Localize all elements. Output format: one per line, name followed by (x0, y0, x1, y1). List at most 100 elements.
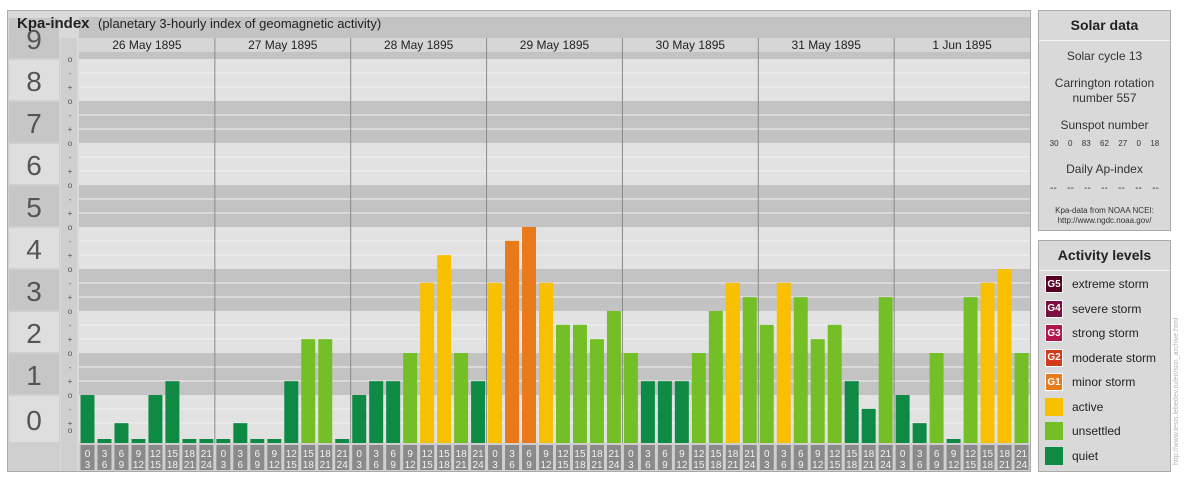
kp-bar (742, 297, 757, 443)
hour-start-label: 9 (543, 449, 549, 460)
hour-end-label: 9 (798, 460, 804, 471)
solar-data-title: Solar data (1039, 11, 1170, 41)
sunspot-values: 30 0 83 62 27 0 18 (1039, 139, 1170, 148)
ap-index-value: -- (1135, 183, 1142, 194)
hour-start-label: 3 (102, 449, 108, 460)
y-minor-tick-label: - (69, 321, 72, 330)
kp-bar (80, 395, 95, 443)
hour-cell (556, 445, 570, 470)
day-label: 30 May 1895 (656, 38, 726, 52)
hour-end-label: 18 (574, 460, 586, 471)
y-minor-tick-label: o (68, 181, 73, 190)
hour-cell (131, 445, 146, 470)
hour-end-label: 18 (710, 460, 722, 471)
hour-start-label: 9 (407, 449, 413, 460)
kp-bar (556, 324, 570, 443)
activity-level-swatch: G3 (1045, 324, 1063, 342)
hour-end-label: 21 (727, 460, 739, 471)
hour-cell (708, 445, 723, 470)
kp-bar (403, 353, 418, 443)
hour-start-label: 3 (645, 449, 651, 460)
kpa-chart: 0123456789o+-o+-o+-o+-o+-o+-o+-o+-o+-o26… (8, 17, 1030, 471)
hour-end-label: 9 (526, 460, 532, 471)
ap-index-values: -- -- -- -- -- -- -- (1039, 183, 1170, 194)
kp-bar (878, 297, 893, 443)
hour-start-label: 12 (693, 449, 705, 460)
hour-end-label: 12 (269, 460, 281, 471)
solar-cycle: Solar cycle 13 (1066, 49, 1143, 63)
hour-end-label: 21 (863, 460, 875, 471)
hour-cell (454, 445, 469, 470)
y-tick-label: 1 (26, 360, 42, 391)
activity-level-label: strong storm (1072, 326, 1139, 340)
hour-end-label: 15 (150, 460, 162, 471)
hour-start-label: 18 (456, 449, 468, 460)
hour-end-label: 24 (473, 460, 485, 471)
hour-cell (929, 445, 944, 470)
kp-bar (759, 324, 774, 443)
kp-bar (131, 439, 146, 443)
hour-start-label: 6 (119, 449, 125, 460)
hour-cell (522, 445, 537, 470)
hour-start-label: 3 (509, 449, 515, 460)
hour-start-label: 18 (184, 449, 196, 460)
y-tick-label: 7 (26, 108, 42, 139)
y-label-band (9, 396, 59, 442)
ap-index-label: Daily Ap-index (1066, 162, 1143, 176)
hour-cell (471, 445, 486, 470)
hour-cell (895, 445, 910, 470)
sunspot-value: 0 (1067, 139, 1073, 148)
activity-levels-panel: Activity levels G5 extreme storm G4 severe … (1038, 240, 1171, 472)
activity-level-label: unsettled (1072, 424, 1121, 438)
hour-cell (725, 445, 740, 470)
kp-band (79, 311, 1030, 353)
activity-level-swatch: G4 (1045, 299, 1063, 318)
activity-level-item: G1 minor storm (1045, 372, 1135, 392)
hour-start-label: 15 (846, 449, 858, 460)
hour-start-label: 15 (167, 449, 179, 460)
kp-bar (861, 408, 876, 443)
kp-band (79, 353, 1030, 395)
hour-cell (505, 445, 520, 470)
hour-end-label: 6 (373, 460, 379, 471)
hour-end-label: 12 (540, 460, 552, 471)
y-minor-tick-label: + (68, 167, 73, 176)
y-tick-label: 5 (26, 192, 42, 223)
hour-start-label: 12 (557, 449, 569, 460)
hour-start-label: 12 (286, 449, 298, 460)
kp-band (79, 143, 1030, 185)
activity-level-swatch: G1 (1045, 373, 1063, 391)
y-label-band (9, 144, 59, 184)
day-label: 28 May 1895 (384, 38, 454, 52)
hour-start-label: 0 (221, 449, 227, 460)
hour-cell (233, 445, 248, 470)
sunspot-value: 0 (1136, 139, 1141, 148)
hour-cell (827, 445, 842, 470)
hour-start-label: 21 (1016, 449, 1028, 460)
hour-start-label: 6 (934, 449, 940, 460)
ap-index-value: -- (1050, 183, 1057, 194)
hour-start-label: 3 (917, 449, 923, 460)
chart-title: Kpa-index (17, 15, 90, 32)
hour-cell (352, 445, 367, 470)
kp-bar (420, 282, 435, 443)
hour-start-label: 12 (965, 449, 977, 460)
y-minor-tick-label: + (68, 335, 73, 344)
hour-start-label: 0 (356, 449, 362, 460)
y-minor-tick-label: - (69, 363, 72, 372)
hour-end-label: 6 (781, 460, 787, 471)
hour-end-label: 6 (509, 460, 515, 471)
kp-bar (454, 353, 469, 443)
y-minor-tick-label: + (68, 419, 73, 428)
y-minor-tick-label: o (68, 223, 73, 232)
hour-start-label: 21 (201, 449, 213, 460)
hour-end-label: 21 (320, 460, 332, 471)
kp-bar (318, 339, 333, 443)
kpa-chart-panel: 0 1 2 3 4 5 6 7 8 9 o + - o + - o + - o + - o + - o + - o + - o + - o + - o 26… (7, 10, 1031, 472)
activity-level-item: G2 moderate storm (1045, 348, 1156, 368)
day-header-background (79, 38, 1030, 52)
hour-cell (674, 445, 689, 470)
kp-band (79, 59, 1030, 101)
y-minor-tick-label: o (68, 55, 73, 64)
hour-cell (267, 445, 282, 470)
